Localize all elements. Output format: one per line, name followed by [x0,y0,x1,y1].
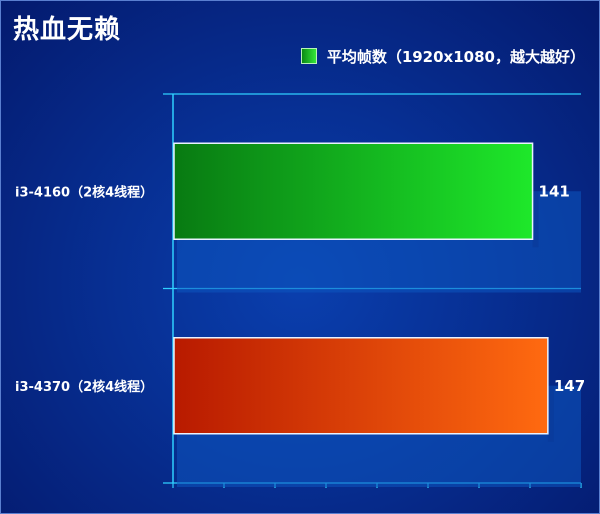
bar-1 [173,142,534,240]
bar-2 [173,337,549,435]
category-label: i3-4160（2核4线程） [15,184,153,200]
category-label: i3-4370（2核4线程） [15,379,153,395]
data-label: 147 [554,377,585,395]
legend-label: 平均帧数（1920x1080，越大越好） [326,47,585,66]
bar-shadow [532,191,539,248]
chart-title: 热血无赖 [13,15,122,45]
legend: 平均帧数（1920x1080，越大越好） [300,45,585,67]
data-label: 141 [539,182,570,200]
bar-shadow [547,385,554,442]
legend-swatch [300,48,317,64]
